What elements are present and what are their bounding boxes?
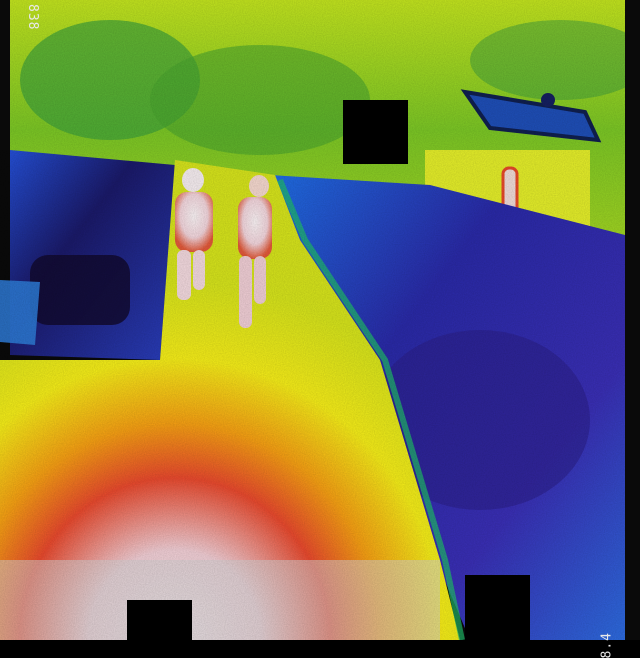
- camera-readout-top: 838: [25, 4, 40, 31]
- redaction-box-bottom-left: [127, 600, 192, 640]
- thermal-scene: [0, 0, 640, 640]
- frame-edge-right: [625, 0, 640, 640]
- thermal-image: [0, 0, 640, 640]
- camera-readout-bottom: 8.4: [599, 632, 614, 658]
- redaction-box-top: [343, 100, 408, 164]
- sensor-noise: [0, 0, 640, 640]
- redaction-box-bottom-right: [465, 575, 530, 640]
- frame-edge-left: [0, 0, 10, 150]
